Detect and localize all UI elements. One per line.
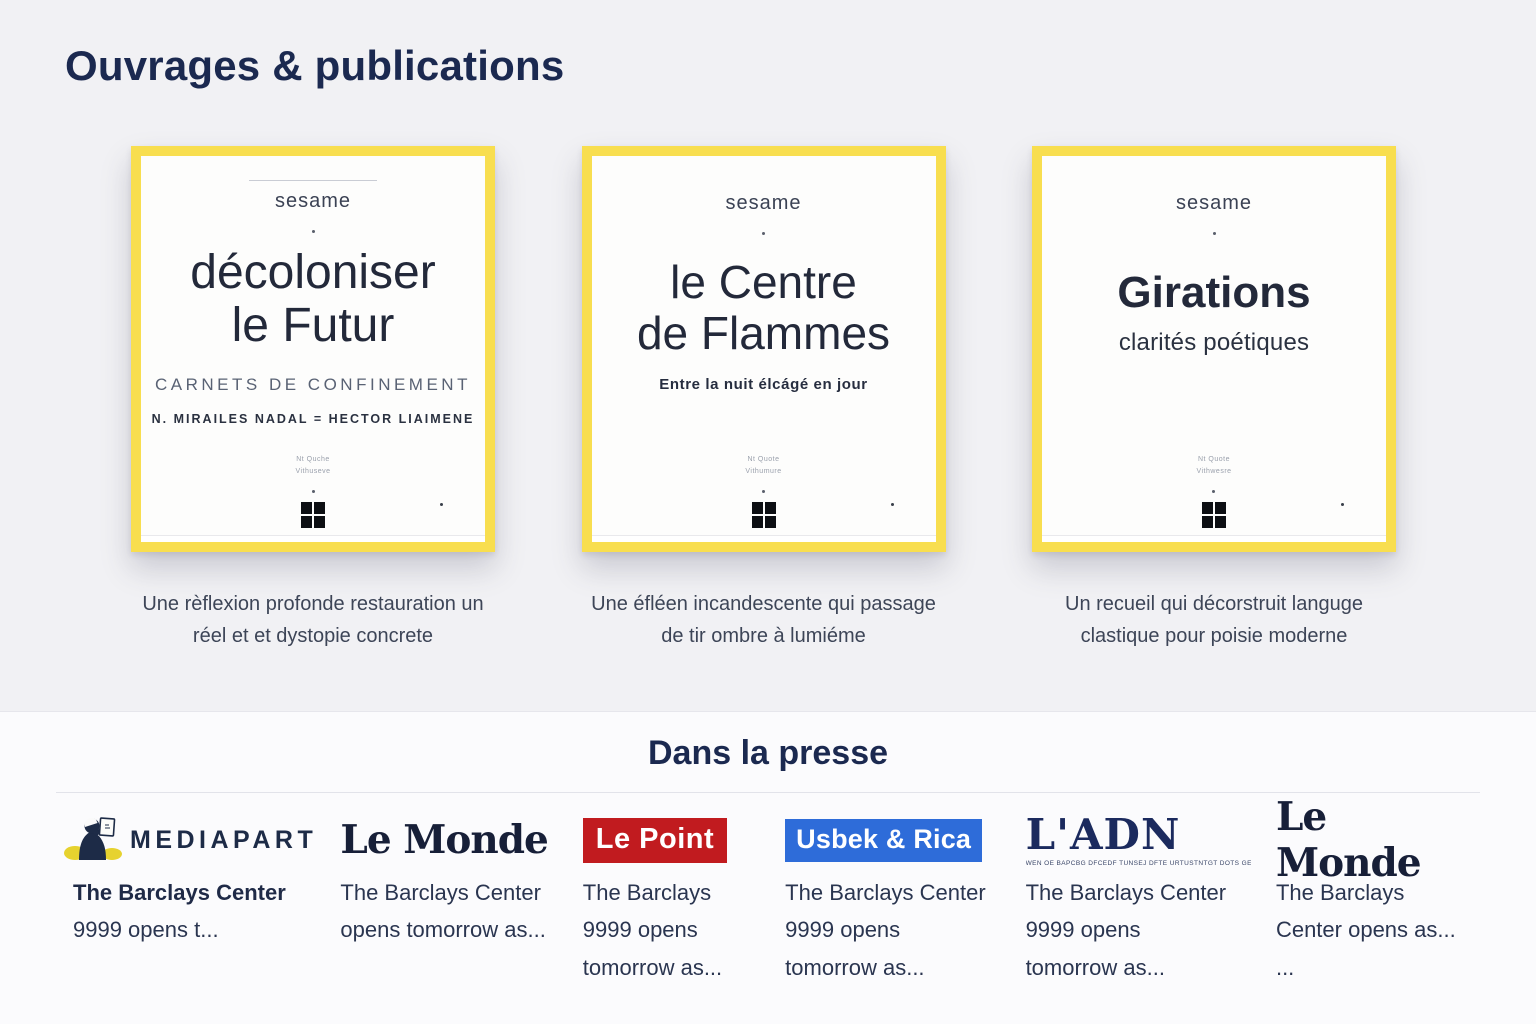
book-authors: N. MIRAILES NADAL = HECTOR LIAIMENE (151, 411, 475, 426)
lemonde-wordmark: Le Monde (340, 817, 548, 863)
lepoint-wordmark: Le Point (582, 817, 728, 863)
book-description: Un recueil qui décorstruit languge clast… (1065, 593, 1363, 647)
usbek-rica-wordmark: Usbek & Rica (785, 818, 983, 862)
book-description: Une éfléen incandescente qui passage de … (591, 593, 936, 647)
publisher-mark-icon (301, 502, 325, 528)
press-article-link[interactable]: The Barclays Center 9999 opens tomorrow … (785, 880, 1007, 992)
article-snippet: 9999 opens t... (73, 917, 219, 943)
article-title: The Barclays (582, 880, 712, 905)
press-item-usbek-rica: Usbek & Rica The Barclays Center 9999 op… (785, 809, 1007, 992)
article-title: The Barclays Center (785, 880, 986, 905)
books-row: sesame décoloniser le Futur CARNETS DE C… (131, 146, 1396, 652)
lepoint-logo[interactable]: Le Point (582, 809, 767, 871)
book-description: Une rèflexion profonde restauration un r… (142, 593, 484, 647)
section-divider (56, 792, 1480, 793)
dot-ornament (762, 490, 765, 493)
dot-ornament (890, 503, 894, 506)
article-snippet: 9999 opens (582, 917, 698, 943)
article-title: The Barclays Center (1025, 880, 1227, 905)
press-article-link[interactable]: The Barclays Center opens as... ... (1276, 880, 1476, 992)
imprint-line: Vithuseve (295, 468, 331, 475)
imprint-line: Nt Quche (296, 456, 330, 463)
book-cover-girations[interactable]: sesame Girations clarités poétiques Nt Q… (1032, 146, 1396, 552)
press-item-lemonde: Le Monde The Barclays Center opens tomor… (340, 809, 564, 992)
book-subtitle: Entre la nuit élcágé en jour (659, 376, 868, 394)
press-item-mediapart: MEDIAPART The Barclays Center 9999 opens… (64, 809, 322, 992)
ladn-tagline: WEN OE BAPCBG DFCEDF TUNSEJ DFTE URTUSTN… (1025, 859, 1251, 867)
cover-rule (249, 180, 377, 181)
dot-ornament (1341, 503, 1344, 506)
book-title: décoloniser le Futur (190, 246, 436, 353)
book-subtitle: CARNETS DE CONFINEMENT (155, 374, 471, 394)
book-title-line: le Futur (231, 298, 395, 352)
article-snippet: tomorrow as... (582, 954, 723, 980)
book-title-line: décoloniser (190, 246, 436, 299)
imprint-line: Vithumure (745, 468, 782, 475)
mediapart-mascot-icon (64, 816, 122, 865)
page-title: Ouvrages & publications (65, 42, 565, 89)
article-snippet: tomorrow as... (1025, 954, 1165, 980)
lemonde-logo[interactable]: Le Monde (1276, 794, 1476, 886)
ladn-logo[interactable]: L'ADN WEN OE BAPCBG DFCEDF TUNSEJ DFTE U… (1026, 809, 1258, 871)
article-snippet: 9999 opens (1025, 917, 1141, 943)
mediapart-wordmark: MEDIAPART (130, 825, 318, 854)
imprint-block: Nt Quote Vithumure (745, 451, 781, 542)
article-title: The Barclays (1275, 880, 1405, 905)
imprint-line: Nt Quote (1197, 456, 1230, 463)
press-section: Dans la presse (0, 712, 1536, 1024)
article-snippet: 9999 opens (785, 917, 901, 943)
imprint-block: Nt Quche Vithuseve (295, 451, 330, 542)
article-title: The Barclays Center (73, 880, 286, 905)
book-title-line: Girations (1117, 268, 1311, 317)
press-item-ladn: L'ADN WEN OE BAPCBG DFCEDF TUNSEJ DFTE U… (1026, 809, 1258, 992)
publisher-name: sesame (725, 192, 802, 214)
article-snippet: opens tomorrow as... (340, 917, 546, 943)
press-section-title: Dans la presse (647, 734, 889, 772)
press-article-link[interactable]: The Barclays Center 9999 opens tomorrow … (1026, 880, 1258, 992)
press-article-link[interactable]: The Barclays 9999 opens tomorrow as... (583, 880, 767, 992)
book-column: sesame Girations clarités poétiques Nt Q… (1032, 146, 1396, 652)
publisher-name: sesame (1175, 192, 1253, 214)
publisher-mark-icon (751, 502, 776, 528)
dot-ornament (311, 490, 315, 493)
book-title: Girations (1117, 268, 1311, 317)
publisher-mark-icon (1201, 502, 1226, 528)
imprint-line: Nt Quote (747, 456, 780, 463)
book-title: le Centre de Flammes (637, 257, 890, 358)
book-column: sesame le Centre de Flammes Entre la nui… (581, 146, 946, 652)
dot-ornament (1212, 490, 1216, 493)
book-column: sesame décoloniser le Futur CARNETS DE C… (131, 146, 495, 652)
press-article-link[interactable]: The Barclays Center opens tomorrow as... (340, 880, 564, 955)
book-title-line: le Centre (670, 256, 857, 308)
article-title: The Barclays Center (340, 880, 541, 905)
book-cover-decoloniser[interactable]: sesame décoloniser le Futur CARNETS DE C… (131, 146, 495, 552)
dot-ornament (762, 232, 765, 235)
mediapart-logo[interactable]: MEDIAPART (64, 809, 322, 871)
ladn-wordmark: L'ADN (1025, 809, 1181, 859)
publisher-name: sesame (274, 190, 352, 212)
dot-ornament (1212, 232, 1216, 235)
article-snippet: tomorrow as... (785, 954, 925, 980)
usbek-rica-logo[interactable]: Usbek & Rica (785, 809, 1007, 871)
article-snippet: ... (1275, 954, 1295, 980)
imprint-block: Nt Quote Vithwesre (1196, 451, 1231, 542)
lemonde-logo[interactable]: Le Monde (340, 809, 564, 871)
book-title-line: de Flammes (636, 306, 891, 359)
press-item-lepoint: Le Point The Barclays 9999 opens tomorro… (582, 809, 767, 992)
article-snippet: Center opens as... (1275, 917, 1456, 943)
book-cover-centre-de-flammes[interactable]: sesame le Centre de Flammes Entre la nui… (581, 146, 946, 552)
lemonde-wordmark: Le Monde (1275, 794, 1422, 886)
book-subtitle: clarités poétiques (1118, 329, 1310, 357)
press-item-lemonde-2: Le Monde The Barclays Center opens as...… (1276, 794, 1476, 992)
dot-ornament (311, 230, 315, 233)
dot-ornament (440, 503, 443, 506)
imprint-line: Vithwesre (1196, 468, 1232, 475)
press-row: MEDIAPART The Barclays Center 9999 opens… (64, 794, 1476, 992)
press-article-link[interactable]: The Barclays Center 9999 opens t... (64, 880, 322, 955)
publications-section: Ouvrages & publications sesame décolonis… (0, 42, 1536, 712)
